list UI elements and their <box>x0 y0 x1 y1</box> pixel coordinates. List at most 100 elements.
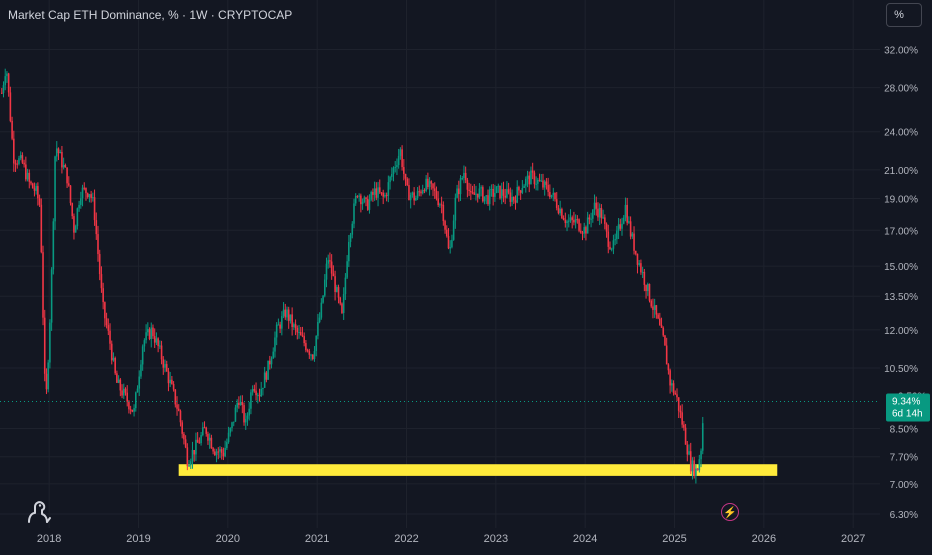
candle-body <box>583 227 586 234</box>
price-badge <box>886 393 930 422</box>
candle-body <box>444 221 446 230</box>
candle-body <box>322 295 324 303</box>
candle-body <box>143 340 146 347</box>
candle-body <box>31 183 34 189</box>
candle-body <box>6 73 8 77</box>
lightning-icon[interactable]: ⚡ <box>721 503 739 521</box>
candle-body <box>90 194 92 198</box>
candle-body <box>200 435 202 444</box>
candle-body <box>18 158 20 164</box>
candle-body <box>358 195 360 197</box>
candle-body <box>33 188 36 191</box>
candle-body <box>207 433 209 441</box>
candle-body <box>590 218 592 220</box>
candle-body <box>669 370 671 386</box>
candle-body <box>332 273 335 277</box>
candle-body <box>439 204 441 206</box>
x-tick-label: 2018 <box>37 533 61 545</box>
x-tick-label: 2020 <box>216 533 240 545</box>
candle-body <box>619 224 622 229</box>
candle-body <box>674 392 677 395</box>
candle-body <box>368 199 371 210</box>
candle-body <box>373 188 376 195</box>
candle-body <box>597 208 599 218</box>
candle-body <box>573 219 575 223</box>
candle-body <box>104 302 106 319</box>
candle-body <box>191 449 194 462</box>
candle-body <box>325 263 328 280</box>
candle-body <box>275 324 278 338</box>
candle-body <box>193 449 196 455</box>
candle-body <box>409 194 412 201</box>
candle-body <box>172 384 175 390</box>
candle-body <box>248 408 250 416</box>
candle-body <box>641 271 644 273</box>
candle-body <box>512 196 515 201</box>
candle-body <box>318 317 321 322</box>
candle-body <box>567 220 570 222</box>
candle-body <box>640 263 642 273</box>
candle-body <box>569 217 572 221</box>
candle-body <box>174 389 177 405</box>
candle-body <box>633 233 635 251</box>
candle-body <box>122 388 125 396</box>
candle-body <box>287 309 290 321</box>
candle-body <box>375 188 378 198</box>
candle-body <box>425 178 427 191</box>
candle-body <box>377 187 379 198</box>
candle-body <box>671 383 673 386</box>
candle-body <box>506 189 508 198</box>
candle-body <box>564 219 567 223</box>
candle-body <box>526 175 529 179</box>
candle-body <box>665 345 668 365</box>
candle-body <box>315 335 317 352</box>
candle-body <box>167 371 170 384</box>
candle-body <box>293 324 295 327</box>
candle-body <box>695 468 697 476</box>
candle-body <box>378 187 381 193</box>
candle-body <box>239 401 242 406</box>
candle-body <box>432 183 434 189</box>
candle-body <box>269 360 271 365</box>
candle-body <box>600 207 603 219</box>
candle-body <box>262 387 264 390</box>
candle-body <box>305 343 307 351</box>
candle-body <box>203 427 206 429</box>
candle-body <box>69 185 72 204</box>
candle-body <box>574 219 577 223</box>
candle-body <box>241 401 244 406</box>
candle-body <box>604 217 606 224</box>
candle-body <box>394 167 397 169</box>
candle-body <box>250 392 252 409</box>
candle-body <box>452 220 455 240</box>
candle-body <box>327 260 330 264</box>
candle-body <box>210 437 213 449</box>
candle-body <box>112 357 115 361</box>
candle-body <box>121 390 123 396</box>
candle-body <box>349 234 352 242</box>
candle-body <box>435 190 438 199</box>
candle-body <box>451 239 453 248</box>
candle-body <box>272 351 275 359</box>
candle-body <box>542 180 544 188</box>
candle-body <box>406 178 409 186</box>
candle-body <box>281 316 283 329</box>
candle-body <box>537 179 539 184</box>
y-tick-label: 10.50% <box>884 364 918 375</box>
candle-body <box>528 175 531 185</box>
y-tick-label: 28.00% <box>884 84 918 95</box>
tradingview-logo-icon[interactable] <box>26 498 52 529</box>
candle-body <box>428 181 431 188</box>
candle-body <box>360 195 362 205</box>
candle-body <box>222 452 225 457</box>
percent-unit-button[interactable]: % <box>886 3 922 27</box>
candle-body <box>667 364 670 371</box>
candle-body <box>427 178 429 188</box>
candle-body <box>136 388 139 393</box>
candle-body <box>164 364 166 368</box>
candle-body <box>181 422 183 434</box>
candle-body <box>256 394 259 396</box>
candle-body <box>153 336 156 343</box>
